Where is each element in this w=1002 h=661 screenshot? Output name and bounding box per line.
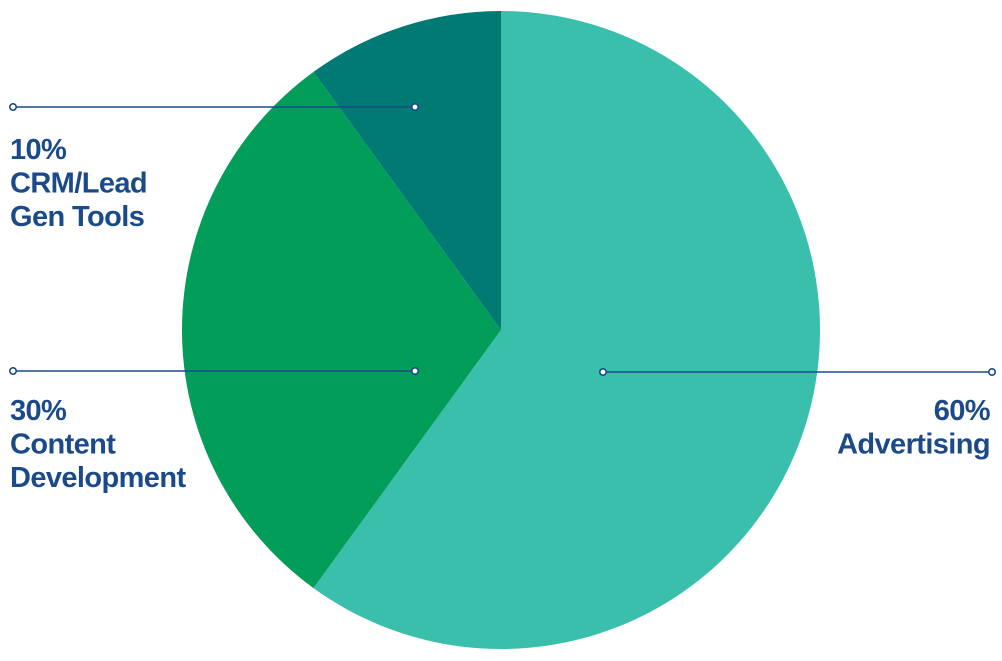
label-crm-lead-gen-tools: 10% CRM/Lead Gen Tools bbox=[10, 134, 147, 233]
leader-dot-outer-content-development bbox=[9, 366, 18, 375]
pie-slices bbox=[181, 10, 820, 649]
leader-dot-inner-content-development bbox=[410, 366, 419, 375]
slice-labels: 60% Advertising 30% Content Development 10% CR… bbox=[10, 134, 991, 494]
percent-label: 10% bbox=[10, 134, 67, 166]
label-advertising: 60% Advertising bbox=[837, 395, 991, 461]
leader-dot-inner-crm-lead-gen-tools bbox=[410, 103, 419, 112]
label-content-development: 30% Content Development bbox=[10, 395, 186, 494]
category-label: Gen Tools bbox=[10, 201, 144, 233]
category-label: Advertising bbox=[837, 429, 990, 461]
category-label: CRM/Lead bbox=[10, 168, 147, 200]
percent-label: 30% bbox=[10, 395, 67, 427]
slice-content-development bbox=[181, 71, 501, 589]
category-label: Development bbox=[10, 462, 186, 494]
category-label: Content bbox=[10, 429, 116, 461]
leader-lines bbox=[9, 103, 996, 376]
slice-crm-lead-gen-tools bbox=[313, 10, 501, 330]
leader-dot-outer-advertising bbox=[987, 367, 996, 376]
leader-dot-outer-crm-lead-gen-tools bbox=[9, 103, 18, 112]
slice-advertising bbox=[313, 11, 820, 649]
leader-dot-inner-advertising bbox=[598, 367, 607, 376]
percent-label: 60% bbox=[934, 395, 991, 427]
